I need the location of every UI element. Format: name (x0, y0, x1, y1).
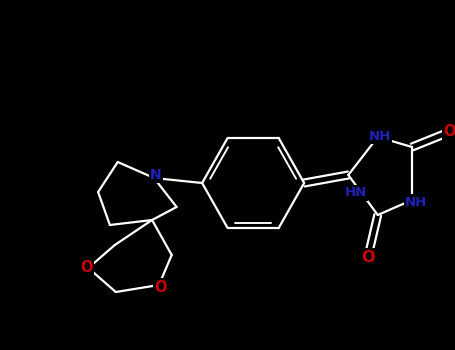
Text: NH: NH (369, 130, 391, 142)
Text: O: O (443, 125, 455, 140)
Text: HN: HN (345, 187, 367, 199)
Text: O: O (155, 280, 167, 294)
Text: O: O (80, 260, 92, 275)
Text: N: N (150, 168, 162, 182)
Text: O: O (361, 250, 374, 265)
Text: NH: NH (405, 196, 427, 209)
